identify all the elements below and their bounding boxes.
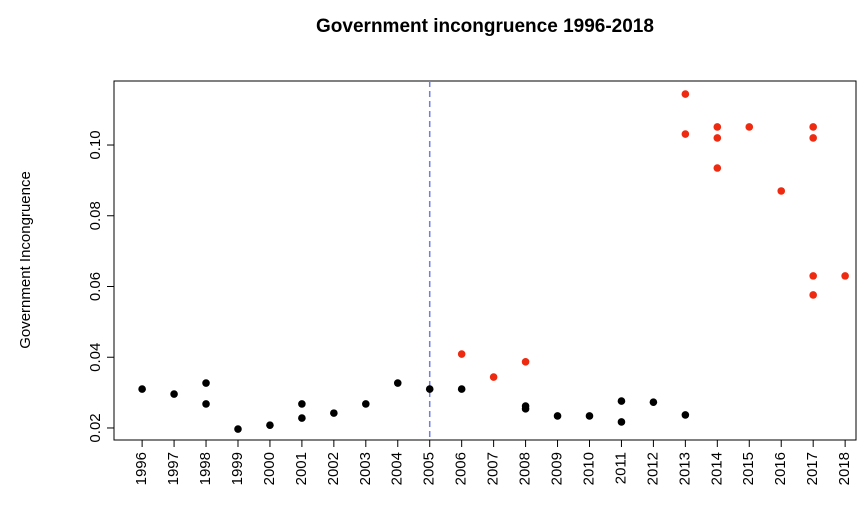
x-tick-label: 1996 [133, 452, 150, 485]
x-tick-label: 2012 [644, 452, 661, 485]
x-tick-label: 2007 [485, 452, 502, 485]
point [681, 130, 690, 138]
x-tick-label: 2018 [836, 452, 853, 485]
point [777, 187, 786, 195]
chart-title: Government incongruence 1996-2018 [316, 16, 654, 37]
x-tick-label: 2011 [612, 452, 629, 484]
point [809, 272, 817, 280]
point [745, 123, 754, 131]
point [809, 134, 817, 142]
x-tick-label: 2000 [261, 452, 278, 485]
point [681, 411, 690, 419]
point [138, 385, 146, 393]
x-tick-label: 2017 [804, 452, 821, 485]
x-tick-label: 1997 [165, 452, 182, 485]
point [202, 400, 210, 408]
point [713, 134, 722, 142]
x-tick-label: 2001 [293, 452, 310, 485]
y-tick-label: 0.02 [87, 413, 104, 442]
plot-frame [113, 80, 857, 441]
point [330, 409, 338, 417]
point [298, 414, 306, 422]
point [298, 400, 306, 408]
point [521, 405, 530, 413]
point [489, 373, 498, 381]
point [234, 425, 242, 433]
point [393, 379, 402, 387]
point [457, 350, 466, 358]
point [713, 164, 722, 172]
point [681, 90, 690, 98]
y-tick-label: 0.08 [87, 201, 104, 230]
point [617, 397, 626, 405]
x-tick-label: 2006 [453, 452, 470, 485]
x-tick-label: 2003 [357, 452, 374, 485]
x-tick-label: 1999 [229, 452, 246, 485]
point [457, 385, 466, 393]
point [553, 412, 562, 420]
x-tick-label: 2015 [740, 452, 757, 485]
x-tick-label: 2002 [325, 452, 342, 485]
point [170, 390, 178, 398]
point [266, 421, 274, 429]
point [202, 379, 210, 387]
point [841, 272, 849, 280]
y-tick-label: 0.04 [87, 343, 104, 372]
x-tick-label: 2008 [517, 452, 534, 485]
x-tick-label: 2013 [676, 452, 693, 485]
x-tick-label: 2004 [389, 452, 406, 485]
x-tick-label: 2014 [708, 452, 725, 485]
point [809, 123, 817, 131]
y-tick-label: 0.06 [87, 272, 104, 301]
point [521, 358, 530, 366]
x-tick-label: 2005 [421, 452, 438, 485]
y-axis-label: Government Incongruence [17, 171, 34, 349]
point [617, 418, 626, 426]
point [362, 400, 370, 408]
point [713, 123, 722, 131]
x-tick-label: 1998 [197, 452, 214, 485]
y-tick-label: 0.10 [87, 130, 104, 159]
x-tick-label: 2009 [549, 452, 566, 485]
x-tick-label: 2016 [772, 452, 789, 485]
point [425, 385, 434, 393]
x-tick-label: 2010 [580, 452, 597, 485]
point [809, 291, 817, 299]
point [585, 412, 594, 420]
point [649, 398, 658, 406]
